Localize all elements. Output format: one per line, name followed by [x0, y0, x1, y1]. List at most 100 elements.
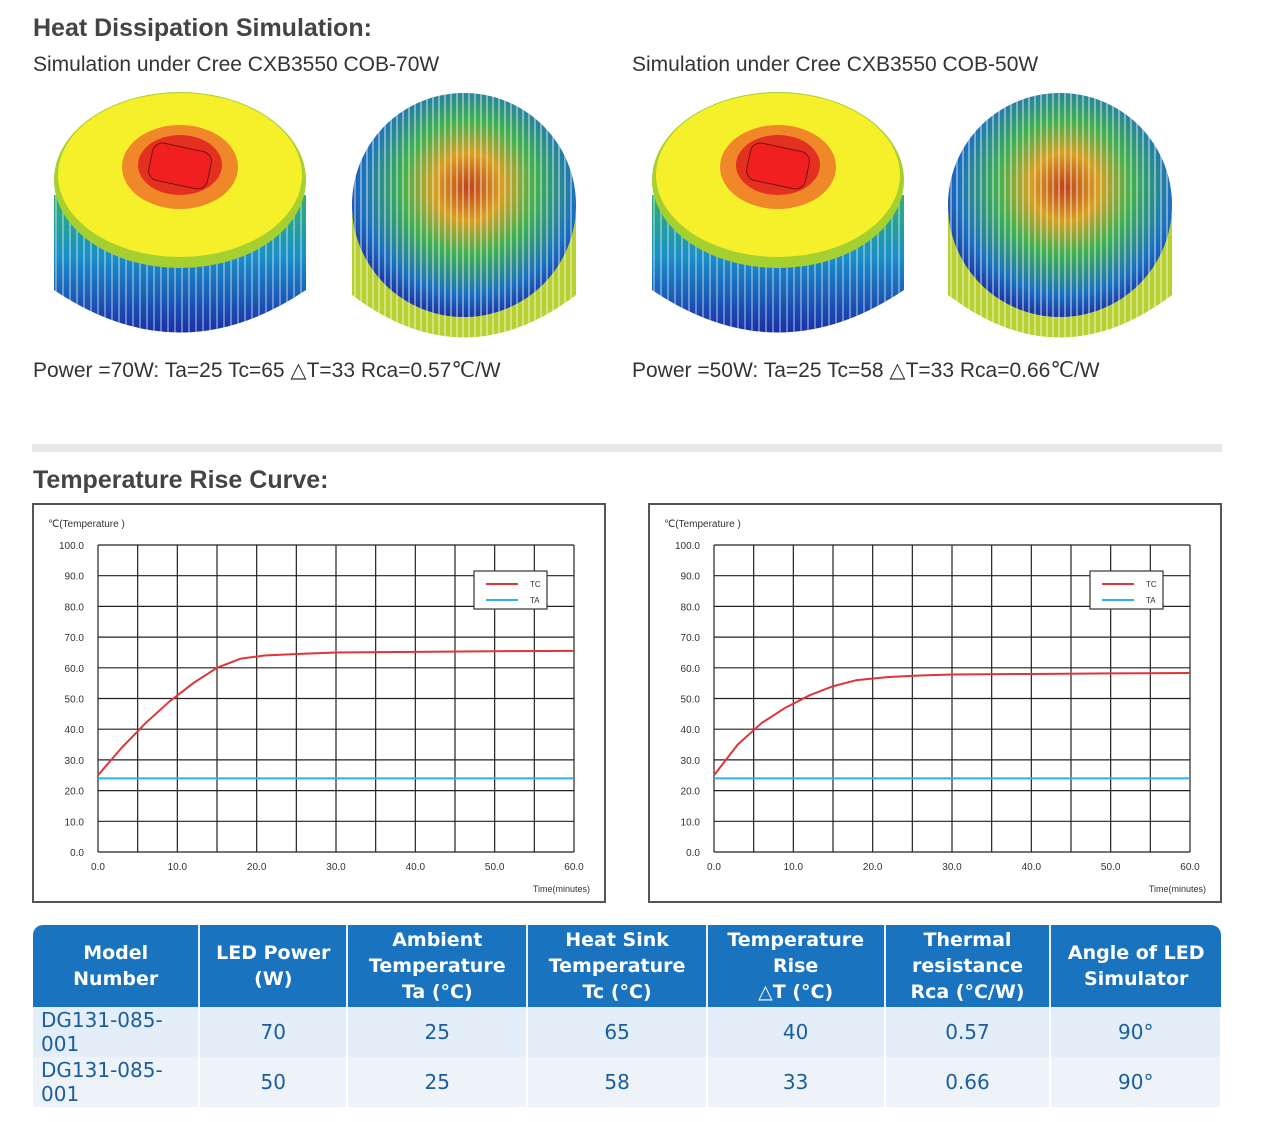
table-header-line: Heat Sink [565, 929, 669, 951]
y-tick-label: 10.0 [65, 817, 85, 828]
y-tick-label: 30.0 [65, 756, 85, 767]
table-cell: 25 [347, 1057, 529, 1107]
table-cell: 33 [706, 1057, 886, 1107]
table-header-line: Number [73, 968, 159, 990]
legend: TC TA [1089, 570, 1164, 610]
table-header-line: Simulator [1084, 968, 1189, 990]
y-tick-label: 60.0 [65, 664, 85, 675]
y-tick-label: 70.0 [65, 633, 85, 644]
x-tick-label: 10.0 [784, 862, 804, 873]
x-tick-label: 0.0 [707, 862, 721, 873]
right-power-readout: Power =50W: Ta=25 Tc=58 △T=33 Rca=0.66℃/… [632, 359, 1100, 382]
table-cell: DG131-085-001 [33, 1057, 201, 1107]
legend-label: TA [530, 596, 540, 605]
heatsink-render-70w-angle [352, 93, 576, 338]
x-tick-label: 30.0 [326, 862, 346, 873]
legend-label: TA [1146, 596, 1156, 605]
table-header-line: Temperature [368, 955, 506, 977]
table-row: DG131-085-001 70 25 65 40 0.57 90° [33, 1007, 1222, 1057]
table-cell: 90° [1050, 1007, 1222, 1057]
table-header-cell: Thermal resistance Rca (°C/W) [884, 925, 1052, 1007]
spec-table: Model Number LED Power (W) Ambient Temperatur… [33, 925, 1222, 1107]
table-header-line: Rise [772, 955, 819, 977]
legend: TC TA [473, 570, 548, 610]
table-row: DG131-085-001 50 25 58 33 0.66 90° [33, 1057, 1222, 1107]
y-tick-label: 80.0 [681, 602, 701, 613]
table-header-line: Tc (°C) [582, 981, 652, 1003]
table-header-line: Rca (°C/W) [910, 981, 1025, 1003]
table-header-line: Thermal [923, 929, 1012, 951]
y-tick-label: 50.0 [65, 695, 85, 706]
section-divider [32, 444, 1222, 452]
table-header-line: Temperature [727, 929, 864, 951]
series-line-tc [97, 649, 575, 776]
legend-box [473, 570, 548, 610]
table-cell: 65 [527, 1007, 708, 1057]
table-header-line: Ambient [392, 929, 483, 951]
y-tick-label: 100.0 [675, 541, 700, 552]
table-header-cell: LED Power (W) [199, 925, 349, 1007]
table-header-line: Model [83, 942, 149, 964]
temperature-rise-title: Temperature Rise Curve: [33, 466, 329, 494]
y-tick-label: 50.0 [681, 695, 701, 706]
y-tick-label: 70.0 [681, 633, 701, 644]
table-header-cell: Angle of LED Simulator [1050, 925, 1221, 1007]
x-tick-label: 30.0 [942, 862, 962, 873]
table-header-line: △T (°C) [758, 981, 834, 1003]
x-tick-label: 0.0 [91, 862, 105, 873]
table-header-row: Model Number LED Power (W) Ambient Temperatur… [33, 925, 1221, 1007]
table-header-cell: Model Number [33, 925, 201, 1007]
y-tick-label: 90.0 [681, 572, 701, 583]
chart-50w: 0.0 10.0 20.0 30.0 40.0 50.0 60.0 70.0 80.0 90.0 1… [648, 503, 1222, 903]
table-cell: 50 [199, 1057, 349, 1107]
left-simulation-subtitle: Simulation under Cree CXB3550 COB-70W [33, 53, 440, 76]
y-tick-label: 40.0 [65, 725, 85, 736]
table-cell: 0.66 [884, 1057, 1052, 1107]
heat-dissipation-title: Heat Dissipation Simulation: [33, 14, 372, 42]
chart-70w: 0.0 10.0 20.0 30.0 40.0 50.0 60.0 70.0 80.0 90.0 1… [32, 503, 606, 903]
y-tick-label: 0.0 [686, 848, 700, 859]
y-tick-label: 40.0 [681, 725, 701, 736]
chart-70w-svg: 0.0 10.0 20.0 30.0 40.0 50.0 60.0 70.0 80.0 90.0 1… [48, 519, 590, 894]
table-header-line: Temperature [548, 955, 686, 977]
x-tick-label: 60.0 [564, 862, 584, 873]
y-tick-label: 90.0 [65, 572, 85, 583]
x-tick-label: 20.0 [863, 862, 883, 873]
table-header-cell: Heat Sink Temperature Tc (°C) [527, 925, 708, 1007]
table-header-cell: Temperature Rise △T (°C) [706, 925, 886, 1007]
table-header-line: resistance [912, 955, 1023, 977]
legend-box [1089, 570, 1164, 610]
legend-label: TC [1146, 580, 1157, 589]
table-cell: 0.57 [884, 1007, 1052, 1057]
table-cell: 40 [706, 1007, 886, 1057]
x-axis-label: Time(minutes) [1149, 884, 1206, 894]
y-tick-label: 30.0 [681, 756, 701, 767]
y-axis-label: ℃(Temperature ) [48, 519, 125, 530]
y-tick-label: 20.0 [681, 787, 701, 798]
x-tick-label: 50.0 [1101, 862, 1121, 873]
left-power-readout: Power =70W: Ta=25 Tc=65 △T=33 Rca=0.57℃/… [33, 359, 501, 382]
table-cell: 70 [199, 1007, 349, 1057]
x-tick-label: 40.0 [406, 862, 426, 873]
heatsink-render-70w-top [54, 92, 306, 333]
y-tick-label: 0.0 [70, 848, 84, 859]
y-tick-label: 80.0 [65, 602, 85, 613]
chart-50w-svg: 0.0 10.0 20.0 30.0 40.0 50.0 60.0 70.0 80.0 90.0 1… [664, 519, 1206, 894]
y-tick-label: 60.0 [681, 664, 701, 675]
table-header-line: Ta (°C) [401, 981, 473, 1003]
x-tick-label: 50.0 [485, 862, 505, 873]
x-axis-label: Time(minutes) [533, 884, 590, 894]
table-body: DG131-085-001 70 25 65 40 0.57 90° DG131-085-00… [33, 1007, 1222, 1107]
table-header-line: LED Power [216, 942, 331, 964]
table-header-line: Angle of LED [1067, 942, 1205, 964]
table-cell: 58 [527, 1057, 708, 1107]
table-cell: 25 [347, 1007, 529, 1057]
table-cell: 90° [1050, 1057, 1222, 1107]
x-tick-label: 10.0 [168, 862, 188, 873]
y-tick-label: 100.0 [59, 541, 84, 552]
x-tick-label: 60.0 [1180, 862, 1200, 873]
x-tick-label: 40.0 [1022, 862, 1042, 873]
table-cell: DG131-085-001 [33, 1007, 201, 1057]
y-tick-label: 20.0 [65, 787, 85, 798]
y-axis-label: ℃(Temperature ) [664, 519, 741, 530]
